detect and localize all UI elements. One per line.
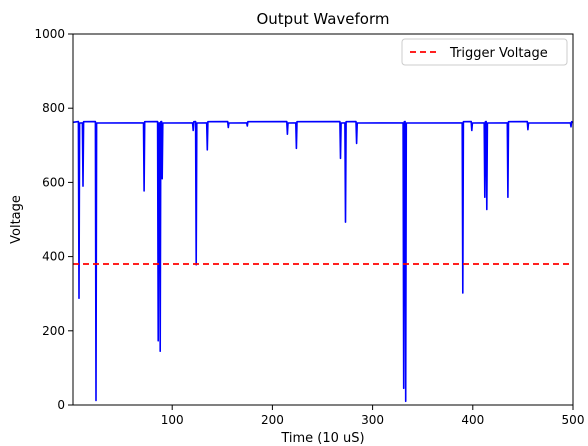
axis-ticks: 0 200 400 600 800 1000 100 200 300 400 500 [34,27,584,427]
x-tick-label: 200 [261,413,284,427]
y-axis-label: Voltage [9,195,24,244]
x-tick-label: 300 [361,413,384,427]
y-tick-label: 200 [42,324,65,338]
chart-title: Output Waveform [256,10,389,28]
legend-label-trigger: Trigger Voltage [449,46,548,61]
x-tick-label: 100 [161,413,184,427]
y-tick-label: 0 [57,398,65,412]
legend: Trigger Voltage [401,38,568,66]
y-tick-label: 600 [42,175,65,189]
x-axis-label: Time (10 uS) [280,431,364,446]
waveform-line [72,120,574,403]
y-tick-label: 800 [42,101,65,115]
y-tick-label: 1000 [34,27,65,41]
y-tick-label: 400 [42,250,65,264]
legend-box [401,38,568,66]
plot-frame [72,33,574,406]
x-tick-label: 500 [562,413,585,427]
x-tick-label: 400 [461,413,484,427]
